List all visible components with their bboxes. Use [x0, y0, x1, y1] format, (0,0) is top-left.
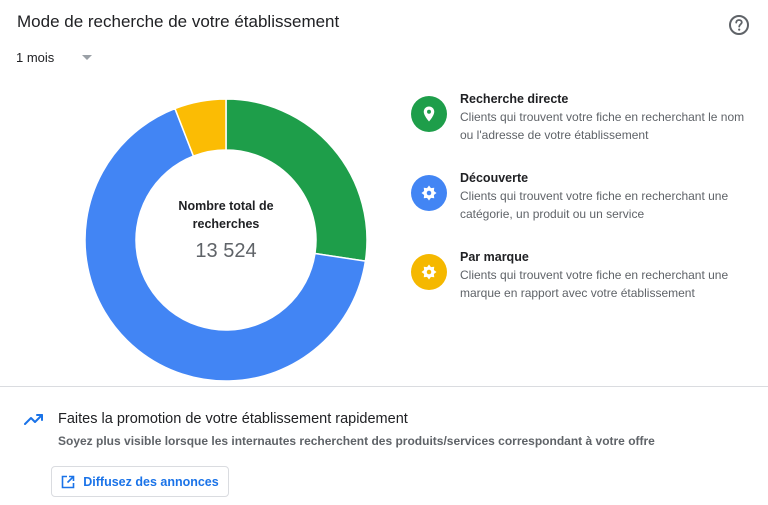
legend-icon-circle-discovery	[411, 175, 447, 211]
discovery-badge-icon	[421, 185, 437, 201]
legend-desc-brand: Clients qui trouvent votre fiche en rech…	[460, 268, 729, 300]
chevron-down-icon	[82, 55, 93, 60]
run-ads-button-label: Diffusez des annonces	[83, 474, 219, 489]
run-ads-button[interactable]: Diffusez des annonces	[51, 466, 229, 497]
legend-icon-circle-brand	[411, 254, 447, 290]
period-dropdown[interactable]: 1 mois	[16, 50, 93, 65]
promo-title: Faites la promotion de votre établisseme…	[58, 411, 408, 427]
total-searches-label: Nombre total de recherches	[178, 199, 274, 231]
help-circle-icon[interactable]	[728, 14, 750, 36]
legend-title-brand: Par marque	[460, 250, 529, 264]
open-in-new-icon	[61, 475, 75, 488]
trending-up-icon	[24, 414, 43, 425]
promo-description: Soyez plus visible lorsque les internaut…	[58, 434, 655, 448]
map-pin-icon	[423, 106, 435, 122]
legend-desc-direct: Clients qui trouvent votre fiche en rech…	[460, 110, 745, 142]
period-selected: 1 mois	[16, 50, 55, 65]
legend-title-discovery: Découverte	[460, 171, 529, 185]
donut-slices	[84, 98, 368, 382]
donut-slice-direct	[225, 98, 368, 262]
legend-title-direct: Recherche directe	[460, 92, 569, 106]
brand-badge-icon	[421, 264, 437, 280]
page-title: Mode de recherche de votre établissement	[17, 12, 340, 31]
section-divider	[0, 386, 768, 387]
donut-slice-brand	[174, 98, 227, 158]
total-searches-value: 13 524	[195, 240, 257, 262]
legend-icon-circle-direct	[411, 96, 447, 132]
donut-slice-discovery	[84, 107, 367, 382]
legend-desc-discovery: Clients qui trouvent votre fiche en rech…	[460, 189, 729, 221]
